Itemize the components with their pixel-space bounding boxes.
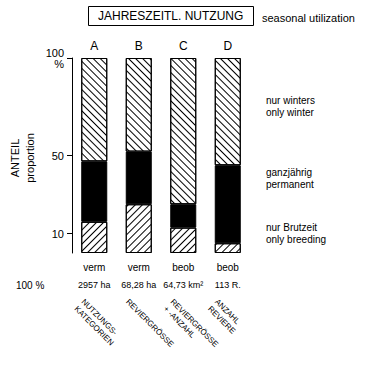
svg-text:113 R.: 113 R.: [215, 280, 241, 290]
svg-text:ganzjährig: ganzjährig: [266, 167, 312, 178]
svg-text:50: 50: [52, 150, 64, 162]
svg-text:+ -ANZAHL: + -ANZAHL: [161, 304, 197, 340]
svg-text:%: %: [54, 58, 64, 70]
svg-text:beob: beob: [172, 262, 195, 273]
svg-text:only winter: only winter: [266, 107, 314, 118]
svg-text:100: 100: [45, 46, 64, 59]
svg-text:B: B: [135, 39, 143, 53]
svg-text:proportion: proportion: [24, 133, 36, 183]
svg-text:C: C: [179, 39, 188, 53]
svg-text:seasonal utilization: seasonal utilization: [262, 12, 355, 24]
svg-text:10: 10: [52, 228, 64, 240]
svg-text:68,28 ha: 68,28 ha: [121, 280, 156, 290]
svg-text:beob: beob: [217, 262, 240, 273]
svg-text:ANTEIL: ANTEIL: [9, 139, 21, 178]
svg-text:NUTZUNGS-: NUTZUNGS-: [79, 297, 120, 337]
svg-text:REVIERGRÖSSE: REVIERGRÖSSE: [124, 297, 176, 349]
svg-text:KATEGORIEN: KATEGORIEN: [72, 304, 115, 347]
svg-text:nur Brutzeit: nur Brutzeit: [266, 222, 317, 233]
svg-text:REVIERGRÖSSE: REVIERGRÖSSE: [168, 297, 221, 349]
svg-text:verm: verm: [83, 262, 105, 273]
svg-text:100 %: 100 %: [16, 280, 44, 291]
svg-text:JAHRESZEITL. NUTZUNG: JAHRESZEITL. NUTZUNG: [98, 9, 243, 23]
svg-text:permanent: permanent: [266, 179, 314, 190]
svg-text:ANZAHL: ANZAHL: [213, 297, 242, 326]
svg-text:A: A: [90, 39, 98, 53]
svg-text:REVIERE: REVIERE: [206, 304, 237, 335]
svg-text:64,73 km²: 64,73 km²: [163, 280, 203, 290]
svg-text:verm: verm: [128, 262, 150, 273]
svg-text:nur winters: nur winters: [266, 95, 315, 106]
svg-text:D: D: [223, 39, 232, 53]
svg-text:only breeding: only breeding: [266, 234, 326, 245]
svg-text:2957 ha: 2957 ha: [78, 280, 111, 290]
